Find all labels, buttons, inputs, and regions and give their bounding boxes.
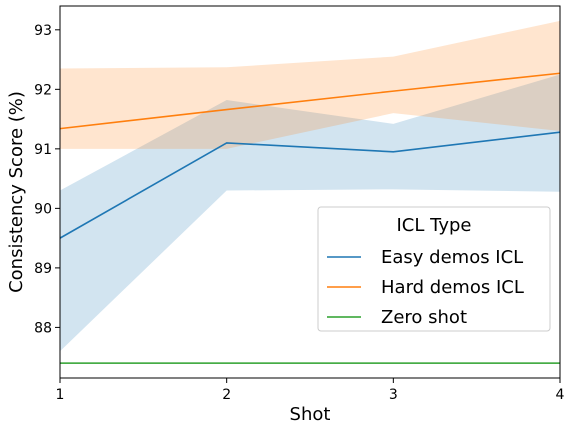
x-tick-label: 4 bbox=[556, 387, 564, 403]
legend-box bbox=[317, 206, 551, 332]
y-tick-label: 88 bbox=[34, 320, 52, 336]
series-line-0 bbox=[59, 131, 561, 239]
plot-frame bbox=[59, 5, 561, 379]
series-line-1 bbox=[59, 72, 561, 130]
x-tick-label: 3 bbox=[389, 387, 398, 403]
confidence-bands bbox=[60, 20, 560, 352]
x-axis-ticks: 1 2 3 4 bbox=[56, 378, 564, 403]
y-tick-label: 89 bbox=[34, 261, 52, 277]
x-tick-label: 2 bbox=[222, 387, 231, 403]
legend-entry-label: Hard demos ICL bbox=[381, 277, 524, 298]
x-tick-label: 1 bbox=[56, 387, 65, 403]
legend-entry-label: Zero shot bbox=[381, 307, 467, 328]
y-axis-ticks: 88 89 90 91 92 93 bbox=[34, 23, 60, 336]
band-0 bbox=[60, 74, 560, 352]
series-lines bbox=[59, 72, 561, 364]
y-tick-label: 92 bbox=[34, 82, 52, 98]
y-axis-label: Consistency Score (%) bbox=[6, 91, 27, 293]
y-tick-label: 93 bbox=[34, 23, 52, 39]
y-tick-label: 91 bbox=[34, 142, 52, 158]
legend: ICL Type Easy demos ICL Hard demos ICL Zer… bbox=[317, 206, 551, 332]
legend-entry-label: Easy demos ICL bbox=[381, 247, 523, 268]
band-1 bbox=[60, 20, 560, 149]
x-axis-label: Shot bbox=[290, 404, 331, 425]
y-tick-label: 90 bbox=[34, 201, 52, 217]
legend-title: ICL Type bbox=[397, 215, 472, 236]
